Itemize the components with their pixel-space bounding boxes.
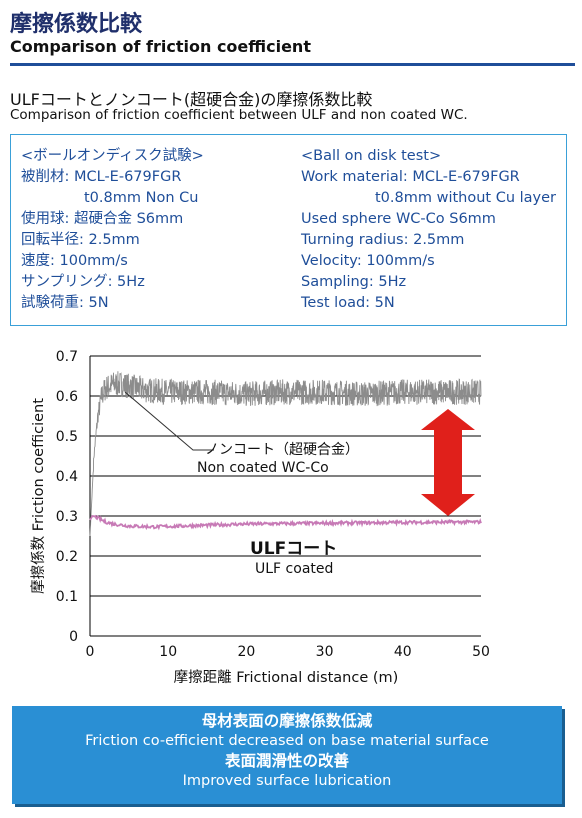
cond-en-sampling: Sampling: 5Hz xyxy=(301,274,407,290)
cond-jp-sampling: サンプリング: 5Hz xyxy=(21,274,145,290)
cond-en-load: Test load: 5N xyxy=(301,295,395,311)
y-tick-label: 0.6 xyxy=(56,389,78,405)
banner-line-4: Improved surface lubrication xyxy=(182,773,392,789)
y-axis-label: 摩擦係数 Friction coefficient xyxy=(29,398,47,594)
cond-jp-heading: <ボールオンディスク試験> xyxy=(21,148,204,164)
chart-series xyxy=(89,371,482,537)
x-tick-label: 30 xyxy=(316,644,334,660)
x-tick-label: 50 xyxy=(472,644,490,660)
banner-line-3: 表面潤滑性の改善 xyxy=(224,752,349,770)
page-title-en: Comparison of friction coefficient xyxy=(10,37,311,56)
chart-ticks: 0 0.1 0.2 0.3 0.4 0.5 0.6 0.7 0 10 20 30 40 50 xyxy=(56,349,490,660)
cond-jp-sphere: 使用球: 超硬合金 S6mm xyxy=(21,211,184,227)
cond-en-work: Work material: MCL-E-679FGR xyxy=(301,169,520,185)
y-tick-label: 0.2 xyxy=(56,549,78,565)
cond-jp-velocity: 速度: 100mm/s xyxy=(21,253,128,269)
non-coated-label-jp: ノンコート（超硬合金） xyxy=(205,442,359,458)
cond-en-radius: Turning radius: 2.5mm xyxy=(301,232,465,248)
y-tick-label: 0.4 xyxy=(56,469,78,485)
series-line-ulf xyxy=(89,514,482,531)
banner-line-1: 母材表面の摩擦係数低減 xyxy=(201,712,373,730)
title-divider xyxy=(10,63,575,66)
cond-en-sphere: Used sphere WC-Co S6mm xyxy=(301,211,496,227)
y-tick-label: 0.3 xyxy=(56,509,78,525)
summary-banner: 母材表面の摩擦係数低減 Friction co-efficient decrea… xyxy=(12,706,562,804)
x-tick-label: 40 xyxy=(394,644,412,660)
non-coated-label-en: Non coated WC-Co xyxy=(197,460,329,476)
x-tick-label: 10 xyxy=(159,644,177,660)
cond-jp-work-2: t0.8mm Non Cu xyxy=(84,190,199,206)
difference-arrow xyxy=(421,409,475,516)
cond-jp-work: 被削材: MCL-E-679FGR xyxy=(21,169,182,185)
test-conditions-box: <ボールオンディスク試験> 被削材: MCL-E-679FGR t0.8mm N… xyxy=(10,134,567,326)
y-tick-label: 0.7 xyxy=(56,349,78,365)
x-tick-label: 20 xyxy=(237,644,255,660)
subtitle-en: Comparison of friction coefficient betwe… xyxy=(10,107,468,123)
x-tick-label: 0 xyxy=(86,644,95,660)
page-title-jp: 摩擦係数比較 xyxy=(10,12,143,37)
subtitle-jp: ULFコートとノンコート(超硬合金)の摩擦係数比較 xyxy=(10,90,373,109)
y-tick-label: 0.1 xyxy=(56,589,78,605)
non-coated-leader-line xyxy=(124,391,214,451)
banner-line-2: Friction co-efficient decreased on base … xyxy=(85,733,489,749)
ulf-label-en: ULF coated xyxy=(255,561,333,577)
cond-jp-load: 試験荷重: 5N xyxy=(21,295,109,311)
cond-en-work-2: t0.8mm without Cu layer xyxy=(375,190,557,206)
y-tick-label: 0 xyxy=(69,629,78,645)
x-axis-label: 摩擦距離 Frictional distance (m) xyxy=(174,668,399,686)
y-tick-label: 0.5 xyxy=(56,429,78,445)
cond-jp-radius: 回転半径: 2.5mm xyxy=(21,232,140,248)
series-line-non-coated xyxy=(89,371,482,537)
cond-en-heading: <Ball on disk test> xyxy=(301,148,442,164)
friction-chart: 0 0.1 0.2 0.3 0.4 0.5 0.6 0.7 0 10 20 30 40 50 ノンコート（… xyxy=(29,349,490,686)
ulf-label-jp: ULFコート xyxy=(250,539,337,559)
difference-arrow-shape xyxy=(421,409,475,516)
chart-grid xyxy=(89,355,481,637)
cond-en-velocity: Velocity: 100mm/s xyxy=(301,253,435,269)
